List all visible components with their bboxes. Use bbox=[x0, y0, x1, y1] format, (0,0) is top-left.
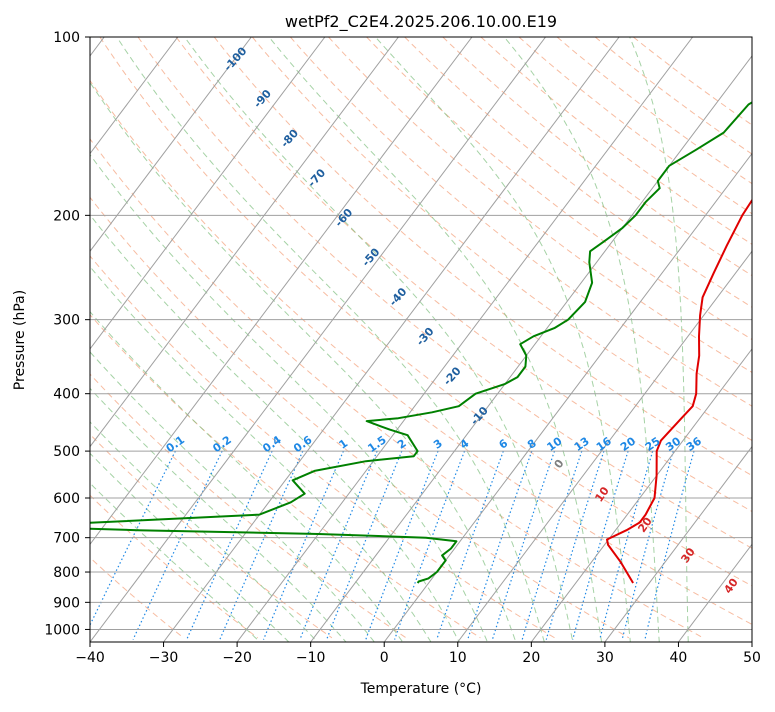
x-axis-label: Temperature (°C) bbox=[360, 681, 482, 697]
y-tick-label: 1000 bbox=[44, 622, 80, 638]
x-tick-label: 0 bbox=[380, 650, 389, 666]
y-tick-label: 900 bbox=[53, 595, 80, 611]
y-tick-label: 200 bbox=[53, 208, 80, 224]
y-tick-label: 500 bbox=[53, 444, 80, 460]
y-tick-label: 600 bbox=[53, 491, 80, 507]
x-tick-label: 50 bbox=[743, 650, 761, 666]
y-tick-label: 700 bbox=[53, 531, 80, 547]
x-tick-label: 40 bbox=[670, 650, 688, 666]
y-tick-label: 100 bbox=[53, 30, 80, 46]
x-tick-label: −30 bbox=[149, 650, 179, 666]
x-tick-label: 30 bbox=[596, 650, 614, 666]
y-tick-label: 300 bbox=[53, 313, 80, 329]
x-tick-label: −10 bbox=[296, 650, 326, 666]
x-tick-label: 10 bbox=[449, 650, 467, 666]
x-tick-label: −20 bbox=[222, 650, 252, 666]
x-tick-label: −40 bbox=[75, 650, 105, 666]
y-tick-label: 800 bbox=[53, 565, 80, 581]
x-tick-label: 20 bbox=[522, 650, 540, 666]
chart-title: wetPf2_C2E4.2025.206.10.00.E19 bbox=[285, 12, 557, 32]
y-tick-label: 400 bbox=[53, 387, 80, 403]
y-axis-label: Pressure (hPa) bbox=[12, 290, 28, 390]
